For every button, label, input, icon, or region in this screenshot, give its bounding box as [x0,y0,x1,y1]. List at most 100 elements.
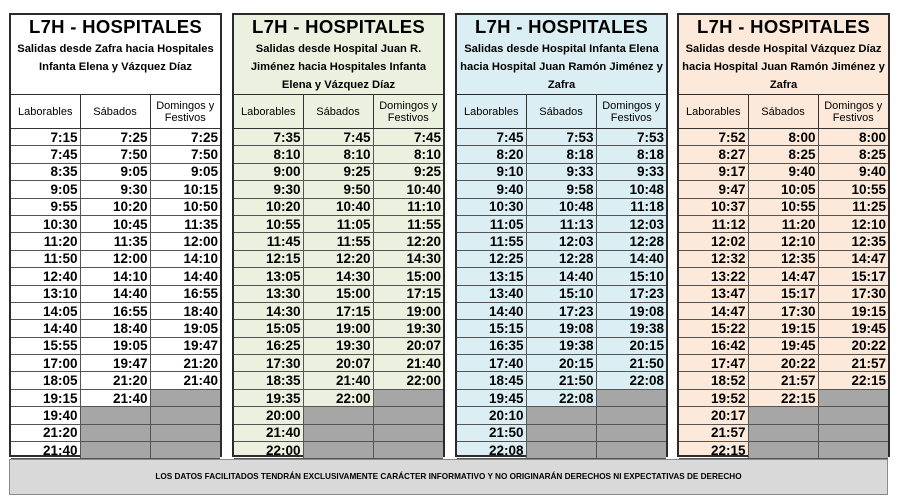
column-header-domingos-festivos: Domingos y Festivos [595,94,666,129]
table-row: 15:55 19:05 19:47 [11,336,220,356]
departure-time: 9:17 [679,162,749,182]
departure-time: 20:00 [234,406,304,425]
empty-cell [595,441,666,460]
empty-cell [79,441,151,460]
table-row: 12:25 12:28 14:40 [457,249,666,269]
departure-time: 9:47 [679,180,749,199]
column-header-domingos-festivos: Domingos y Festivos [149,94,220,129]
table-row: 13:30 15:00 17:15 [234,284,443,303]
departure-time: 19:15 [747,319,819,338]
table-row: 12:40 14:10 14:40 [11,267,220,286]
departure-time: 11:55 [372,214,443,234]
departure-time: 9:40 [747,162,819,182]
departure-time: 15:10 [525,284,597,303]
departure-time: 15:17 [747,284,819,303]
table-row: 9:00 9:25 9:25 [234,162,443,182]
departure-time: 14:40 [525,267,597,286]
departure-time: 8:00 [747,127,819,147]
departure-time: 15:55 [11,336,81,356]
departure-time: 9:25 [372,162,443,182]
departure-time: 19:40 [11,406,81,425]
departure-time: 14:30 [372,249,443,269]
departure-time: 22:08 [457,441,527,460]
table-row: 10:30 10:45 11:35 [11,214,220,234]
departure-time: 15:15 [457,319,527,338]
departure-time: 19:35 [234,388,304,408]
departure-time: 21:40 [149,371,220,390]
departure-time: 21:20 [79,371,151,390]
empty-cell [525,423,597,443]
empty-cell [149,388,220,408]
table-row: 7:45 7:50 7:50 [11,145,220,164]
departure-time: 10:48 [595,180,666,199]
empty-cell [595,406,666,425]
column-header-laborables: Laborables [11,94,81,129]
departure-time: 22:00 [302,388,374,408]
departure-time: 9:10 [457,162,527,182]
table-row: 12:02 12:10 12:35 [679,232,888,251]
empty-cell [149,441,220,460]
table-row: 14:40 17:23 19:08 [457,301,666,321]
departure-time: 21:50 [457,423,527,443]
departure-time: 14:40 [149,267,220,286]
column-header-sabados: Sábados [525,94,597,129]
empty-cell [525,441,597,460]
departure-time: 7:35 [234,127,304,147]
departure-time: 20:17 [679,406,749,425]
departure-time: 9:05 [149,162,220,182]
empty-cell [747,441,819,460]
panel-title: L7H - HOSPITALES [28,16,203,37]
departure-time: 14:30 [302,267,374,286]
table-row: 7:45 7:53 7:53 [457,127,666,147]
timetable-panel-juan-ramon-jimenez: L7H - HOSPITALES Salidas desde Hospital … [232,13,445,460]
departure-time: 8:35 [11,162,81,182]
departure-time: 19:00 [372,301,443,321]
departure-time: 18:35 [234,371,304,390]
departure-time: 9:40 [457,180,527,199]
column-header-sabados: Sábados [79,94,151,129]
table-row: 16:42 19:45 20:22 [679,336,888,356]
departure-time: 22:00 [234,441,304,460]
table-row: 19:45 22:08 [457,388,666,408]
departure-time: 7:53 [525,127,597,147]
column-header-laborables: Laborables [679,94,749,129]
table-row: 8:35 9:05 9:05 [11,162,220,182]
departure-time: 14:40 [595,249,666,269]
departure-time: 9:33 [595,162,666,182]
departure-time: 11:20 [747,214,819,234]
table-row: 8:10 8:10 8:10 [234,145,443,164]
departure-time: 11:10 [372,197,443,216]
departure-time: 17:30 [234,354,304,373]
departure-time: 16:35 [457,336,527,356]
departure-time: 7:50 [79,145,151,164]
departure-time: 8:10 [372,145,443,164]
departure-time: 7:52 [679,127,749,147]
departure-time: 7:53 [595,127,666,147]
departure-time: 12:03 [525,232,597,251]
timetable-panel-infanta-elena: L7H - HOSPITALES Salidas desde Hospital … [455,13,668,460]
table-row: 15:15 19:08 19:38 [457,319,666,338]
departure-time: 12:35 [817,232,888,251]
departure-time: 16:55 [149,284,220,303]
departure-time: 9:40 [817,162,888,182]
table-row: 12:32 12:35 14:47 [679,249,888,269]
table-row: 21:20 [11,423,220,443]
table-row: 9:47 10:05 10:55 [679,180,888,199]
table-row: 21:40 [234,423,443,443]
table-row: 11:05 11:13 12:03 [457,214,666,234]
departure-time: 10:48 [525,197,597,216]
table-row: 17:00 19:47 21:20 [11,354,220,373]
schedule-table: Laborables Sábados Domingos y Festivos 7… [234,94,443,460]
departure-time: 9:50 [302,180,374,199]
departure-time: 19:52 [679,388,749,408]
departure-time: 20:15 [595,336,666,356]
panel-subtitle: Salidas desde Zafra hacia Hospitales Inf… [17,43,214,73]
departure-time: 20:07 [372,336,443,356]
table-row: 22:08 [457,441,666,460]
departure-time: 10:30 [457,197,527,216]
departure-time: 12:02 [679,232,749,251]
departure-time: 14:47 [679,301,749,321]
table-row: 14:05 16:55 18:40 [11,301,220,321]
departure-time: 12:32 [679,249,749,269]
